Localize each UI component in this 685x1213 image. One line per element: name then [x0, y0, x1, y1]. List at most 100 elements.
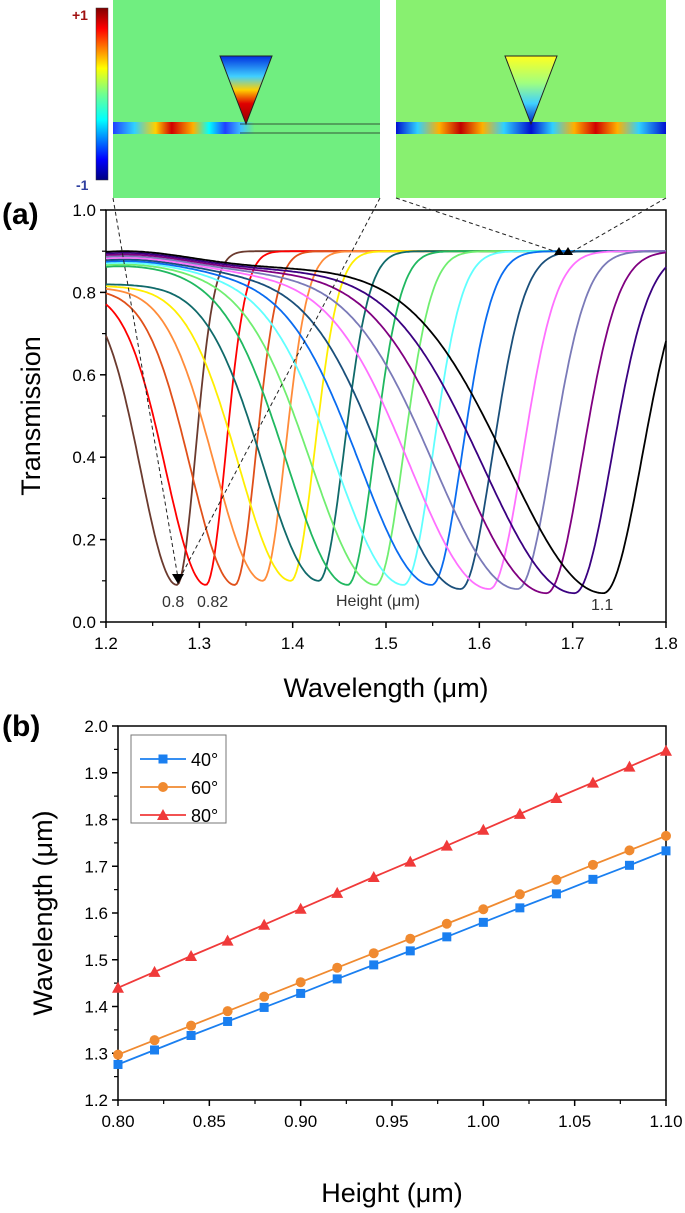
panel-label: (b): [2, 710, 40, 743]
y-tick-label: 0.8: [72, 283, 96, 302]
data-point: [404, 855, 417, 867]
annotation-last-height: 1.1: [591, 597, 613, 614]
data-point: [405, 933, 416, 944]
x-tick-label: 1.5: [374, 634, 398, 653]
transmission-curve-0.96: [105, 250, 666, 586]
legend-label: 40°: [191, 750, 218, 770]
transmission-curve-1.10: [105, 250, 667, 594]
data-point: [259, 1002, 269, 1012]
y-tick-label: 1.3: [84, 1044, 108, 1063]
x-tick-label: 0.90: [284, 1112, 317, 1131]
transmission-curve-0.92: [105, 250, 666, 586]
x-tick-label: 1.3: [188, 634, 212, 653]
x-axis-label: Height (μm): [321, 1178, 463, 1208]
x-tick-label: 1.00: [467, 1112, 500, 1131]
data-point: [513, 807, 526, 819]
y-tick-label: 1.7: [84, 857, 108, 876]
panel-b-wavelength-chart: (b) 0.80 0.85 0.90 0.95 1.00 1.05 1.10 1.2 1.3 1.4…: [2, 710, 683, 1208]
transmission-curve-1.08: [105, 251, 667, 595]
data-point: [623, 760, 636, 772]
y-tick-label: 2.0: [84, 717, 108, 736]
data-point: [441, 918, 452, 929]
y-tick-label: 0.0: [72, 613, 96, 632]
x-tick-label: 1.4: [281, 634, 305, 653]
transmission-curve-0.80: [105, 250, 666, 586]
y-tick-label: 0.2: [72, 531, 96, 550]
pointer-line: [569, 197, 667, 254]
data-point: [331, 886, 344, 898]
data-point: [442, 932, 452, 942]
x-tick-label: 1.05: [558, 1112, 591, 1131]
data-point: [369, 960, 379, 970]
data-point: [296, 988, 306, 998]
data-point: [368, 948, 379, 959]
left-triangle-tip: [219, 55, 273, 126]
data-point: [294, 902, 307, 914]
y-tick-label: 1.6: [84, 904, 108, 923]
x-tick-label: 1.10: [649, 1112, 682, 1131]
series-80°: [112, 744, 672, 993]
transmission-curve-0.90: [106, 250, 666, 582]
data-point: [113, 1049, 123, 1060]
data-point: [223, 1016, 233, 1026]
x-tick-label: 1.2: [94, 634, 118, 653]
transmission-curve-0.84: [105, 250, 666, 586]
transmission-curve-0.94: [105, 250, 666, 586]
field-insets: +1 -1: [72, 0, 666, 198]
y-axis-label: Wavelength (μm): [28, 810, 58, 1015]
annotation-first-height: 0.8: [162, 594, 184, 611]
transmission-curves: [105, 250, 667, 595]
transmission-curve-0.86: [105, 250, 666, 582]
data-point: [477, 823, 490, 835]
data-point: [259, 991, 270, 1002]
transmission-curve-0.98: [105, 250, 666, 586]
data-point: [186, 1020, 197, 1031]
annotation-second-height: 0.82: [197, 594, 228, 611]
data-point: [367, 871, 380, 883]
data-point: [550, 791, 563, 803]
pointer-line: [179, 197, 381, 579]
transmission-curve-1.02: [105, 250, 666, 590]
data-point: [149, 1035, 160, 1046]
data-point: [551, 889, 561, 899]
data-point: [148, 965, 161, 977]
panel-a-transmission-chart: (a) 1.2 1.3 1.4 1.5 1.6 1.7 1.8 0.0 0.2 0.4 0.6 0.8 1…: [2, 197, 678, 703]
panel-label: (a): [2, 198, 39, 231]
arrowhead: [554, 247, 564, 255]
data-point: [222, 1006, 233, 1017]
colorbar-min-label: -1: [76, 177, 89, 193]
x-axis-label: Wavelength (μm): [283, 673, 488, 703]
legend-label: 80°: [191, 806, 218, 826]
transmission-curve-0.82: [105, 250, 666, 586]
series-line: [117, 749, 667, 989]
data-point: [478, 917, 488, 927]
data-point: [660, 744, 672, 756]
transmission-curve-1.00: [105, 250, 666, 590]
data-point: [150, 1045, 160, 1055]
data-point: [624, 845, 635, 856]
x-tick-label: 1.6: [468, 634, 492, 653]
data-point: [185, 950, 198, 962]
x-tick-label: 0.80: [101, 1112, 134, 1131]
y-tick-label: 1.4: [84, 998, 108, 1017]
legend-box: [130, 734, 227, 824]
data-point: [221, 934, 234, 946]
legend-label: 60°: [191, 778, 218, 798]
data-point: [515, 903, 525, 913]
data-point: [186, 1030, 196, 1040]
transmission-curve-0.88: [106, 250, 666, 582]
annotation-height-title: Height (μm): [336, 593, 420, 610]
data-point: [295, 977, 306, 988]
data-point: [332, 962, 343, 973]
data-point: [588, 874, 598, 884]
y-tick-label: 1.9: [84, 764, 108, 783]
data-point: [112, 981, 124, 993]
right-waveguide: [396, 122, 666, 134]
data-point: [624, 860, 634, 870]
legend: 40° 60° 80°: [130, 734, 227, 826]
data-point: [440, 839, 453, 851]
y-tick-label: 0.4: [72, 448, 96, 467]
colorbar: [95, 7, 109, 181]
